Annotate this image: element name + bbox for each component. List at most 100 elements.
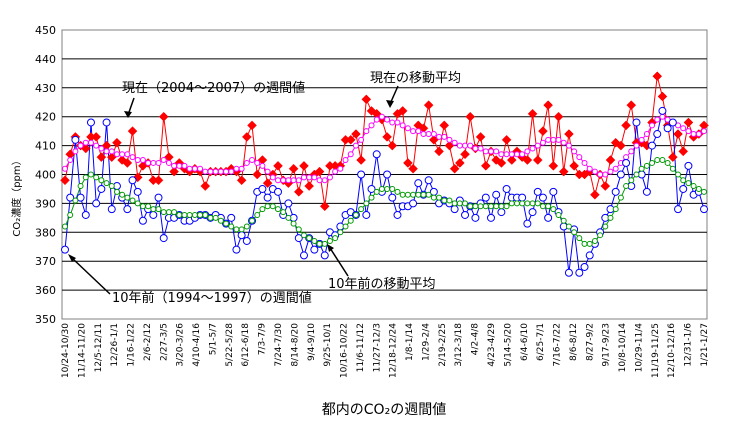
data-point-series-1: [695, 131, 702, 138]
data-point-series-1: [498, 151, 505, 158]
data-point-series-1: [399, 122, 406, 129]
data-point-series-3: [415, 191, 422, 198]
data-point-series-3: [685, 180, 692, 187]
data-point-series-1: [249, 157, 256, 164]
data-point-series-0: [382, 132, 392, 142]
x-tick-label: 11/14-11/20: [77, 323, 87, 378]
data-point-series-0: [621, 120, 631, 131]
data-point-series-3: [249, 217, 256, 224]
data-point-series-3: [482, 203, 489, 210]
data-point-series-2: [684, 161, 693, 170]
data-point-series-2: [580, 262, 589, 271]
data-point-series-1: [410, 128, 417, 135]
data-point-series-3: [207, 214, 214, 221]
data-point-series-2: [700, 205, 708, 214]
x-tick-label: 2/6-2/12: [143, 323, 153, 361]
data-point-series-1: [134, 157, 141, 164]
data-point-series-1: [316, 177, 323, 184]
data-point-series-3: [508, 200, 515, 207]
x-tick-label: 12/31-1/6: [684, 323, 694, 367]
data-point-series-1: [337, 165, 344, 172]
data-point-series-3: [275, 206, 281, 213]
data-point-series-1: [98, 145, 105, 152]
data-point-series-3: [186, 211, 193, 218]
data-point-series-1: [368, 122, 375, 129]
data-point-series-0: [501, 134, 512, 145]
data-point-series-0: [522, 155, 533, 165]
data-point-series-1: [623, 154, 630, 161]
data-point-series-0: [673, 129, 683, 139]
data-point-series-2: [518, 193, 527, 202]
data-point-series-2: [663, 124, 672, 133]
data-point-series-3: [555, 211, 562, 218]
x-tick-label: 11/27-12/3: [372, 323, 382, 372]
data-point-series-2: [320, 251, 329, 260]
data-point-series-1: [378, 113, 385, 120]
data-point-series-2: [232, 245, 241, 254]
data-point-series-1: [503, 151, 510, 158]
data-point-series-1: [633, 142, 640, 149]
y-tick-label-380: 380: [35, 226, 56, 239]
data-point-series-3: [467, 203, 474, 210]
data-point-series-2: [487, 213, 495, 222]
data-point-series-2: [242, 236, 251, 245]
data-point-series-3: [238, 226, 245, 233]
data-point-series-3: [223, 220, 230, 227]
data-point-series-2: [294, 234, 303, 243]
annotation-past-weekly: 10年前（1994～1997）の週間値: [112, 290, 312, 306]
data-point-series-1: [342, 157, 349, 164]
data-point-series-2: [564, 268, 573, 277]
data-point-series-1: [290, 177, 297, 184]
data-point-series-2: [497, 208, 506, 217]
data-point-series-3: [581, 240, 588, 247]
data-point-series-0: [465, 111, 476, 122]
data-point-series-2: [284, 199, 293, 208]
data-point-series-0: [96, 152, 107, 163]
y-tick-label-390: 390: [35, 197, 56, 210]
data-point-series-1: [404, 125, 411, 132]
data-point-series-3: [389, 185, 396, 192]
data-point-series-3: [181, 211, 188, 218]
data-point-series-1: [363, 128, 370, 135]
data-point-series-1: [555, 136, 562, 143]
data-point-series-0: [299, 160, 309, 171]
data-point-series-1: [638, 136, 645, 143]
data-point-series-2: [81, 210, 90, 219]
x-tick-label: 6/25-7/1: [536, 323, 546, 361]
data-point-series-3: [571, 229, 578, 236]
data-point-series-3: [576, 235, 583, 242]
data-point-series-2: [258, 184, 267, 193]
data-point-series-0: [569, 160, 579, 171]
data-point-series-3: [649, 159, 656, 166]
x-tick-label: 6/12-6/18: [241, 323, 251, 367]
annotation-past-moving-average: 10年前の移動平均: [328, 276, 436, 292]
data-point-series-1: [576, 154, 583, 161]
data-point-series-0: [460, 149, 470, 160]
data-point-series-0: [434, 146, 444, 157]
data-point-series-0: [616, 140, 626, 151]
data-point-series-3: [701, 188, 707, 195]
x-tick-label: 6/4-6/10: [520, 323, 530, 361]
data-point-series-1: [129, 154, 136, 161]
data-point-series-0: [345, 134, 356, 145]
x-tick-label: 12/10-12/16: [667, 323, 677, 378]
data-point-series-1: [420, 131, 427, 138]
data-point-series-0: [558, 166, 569, 177]
data-point-series-1: [311, 174, 318, 181]
data-point-series-2: [632, 118, 641, 127]
data-point-series-2: [76, 193, 85, 202]
data-point-series-3: [378, 185, 385, 192]
data-point-series-3: [436, 194, 443, 201]
data-point-series-3: [539, 203, 546, 210]
data-point-series-1: [186, 165, 193, 172]
data-point-series-3: [565, 223, 572, 230]
data-point-series-2: [575, 268, 584, 277]
data-point-series-1: [591, 168, 598, 175]
x-tick-label: 2/27-3/5: [159, 323, 169, 361]
data-point-series-1: [181, 162, 188, 169]
data-point-series-0: [200, 181, 211, 191]
data-point-series-1: [560, 139, 567, 146]
x-tick-label: 5/22-5/28: [225, 323, 235, 367]
annotation-past-weekly-arrow: [71, 257, 111, 295]
data-point-series-3: [498, 203, 505, 210]
